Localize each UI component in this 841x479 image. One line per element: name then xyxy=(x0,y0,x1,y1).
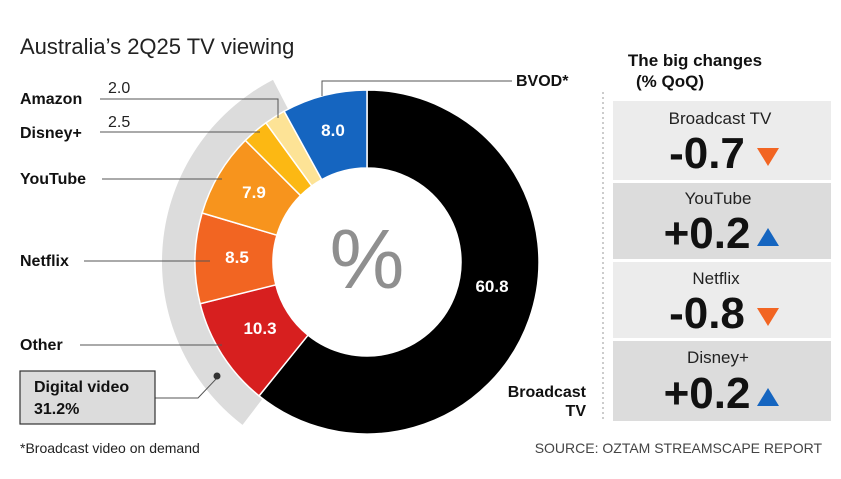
up-arrow-icon xyxy=(757,228,779,246)
change-row-bg-netflix xyxy=(613,262,831,338)
changes-panel: The big changes (% QoQ) Broadcast TV -0.… xyxy=(613,51,831,421)
value-label-broadcast-tv: 60.8 xyxy=(475,277,508,296)
change-value-netflix: -0.8 xyxy=(669,289,745,338)
change-name-netflix: Netflix xyxy=(692,269,740,288)
digital-video-band xyxy=(162,79,289,425)
label-disney: Disney+ xyxy=(20,125,82,142)
center-percent-symbol: % xyxy=(330,212,405,306)
label-broadcast-tv-line2: TV xyxy=(566,403,587,420)
changes-panel-title-line2: (% QoQ) xyxy=(636,72,704,91)
value-label-netflix: 8.5 xyxy=(225,248,249,267)
digital-video-label: Digital video xyxy=(34,379,129,396)
change-name-youtube: YouTube xyxy=(685,189,752,208)
up-arrow-icon xyxy=(757,388,779,406)
chart-title: Australia’s 2Q25 TV viewing xyxy=(20,34,294,59)
down-arrow-icon xyxy=(757,148,779,166)
change-value-broadcast-tv: -0.7 xyxy=(669,129,745,178)
digital-video-box-bg xyxy=(19,370,156,425)
label-bvod: BVOD* xyxy=(516,73,569,90)
label-disney-value: 2.5 xyxy=(108,114,130,131)
leader-line-digital-video xyxy=(155,377,218,399)
change-value-disney: +0.2 xyxy=(664,369,751,418)
change-value-youtube: +0.2 xyxy=(664,209,751,258)
label-amazon-value: 2.0 xyxy=(108,80,130,97)
change-row-bg-broadcast-tv xyxy=(613,101,831,180)
leader-line-bvod xyxy=(321,80,512,96)
down-arrow-icon xyxy=(757,308,779,326)
label-broadcast-tv-line1: Broadcast xyxy=(508,384,587,401)
digital-video-box: Digital video 31.2% xyxy=(19,370,156,425)
change-name-broadcast-tv: Broadcast TV xyxy=(669,109,772,128)
label-youtube: YouTube xyxy=(20,171,86,188)
label-other: Other xyxy=(20,337,63,354)
change-row-bg-youtube xyxy=(613,183,831,259)
donut-segment-broadcast-tv xyxy=(257,89,540,435)
footnote: *Broadcast video on demand xyxy=(20,440,200,456)
change-name-disney: Disney+ xyxy=(687,348,749,367)
label-netflix: Netflix xyxy=(20,253,69,270)
digital-video-pointer-dot xyxy=(213,372,221,380)
value-label-other: 10.3 xyxy=(243,319,276,338)
leader-line-amazon xyxy=(100,98,279,118)
value-label-bvod: 8.0 xyxy=(321,121,345,140)
label-amazon: Amazon xyxy=(20,91,82,108)
digital-video-value: 31.2% xyxy=(34,401,79,418)
donut-segments xyxy=(194,89,540,435)
value-label-youtube: 7.9 xyxy=(242,183,266,202)
source-note: SOURCE: OZTAM STREAMSCAPE REPORT xyxy=(535,440,823,456)
change-row-bg-disney xyxy=(613,341,831,421)
leader-lines xyxy=(80,80,512,399)
changes-panel-title-line1: The big changes xyxy=(628,51,762,70)
donut-segment-bvod xyxy=(283,89,368,181)
